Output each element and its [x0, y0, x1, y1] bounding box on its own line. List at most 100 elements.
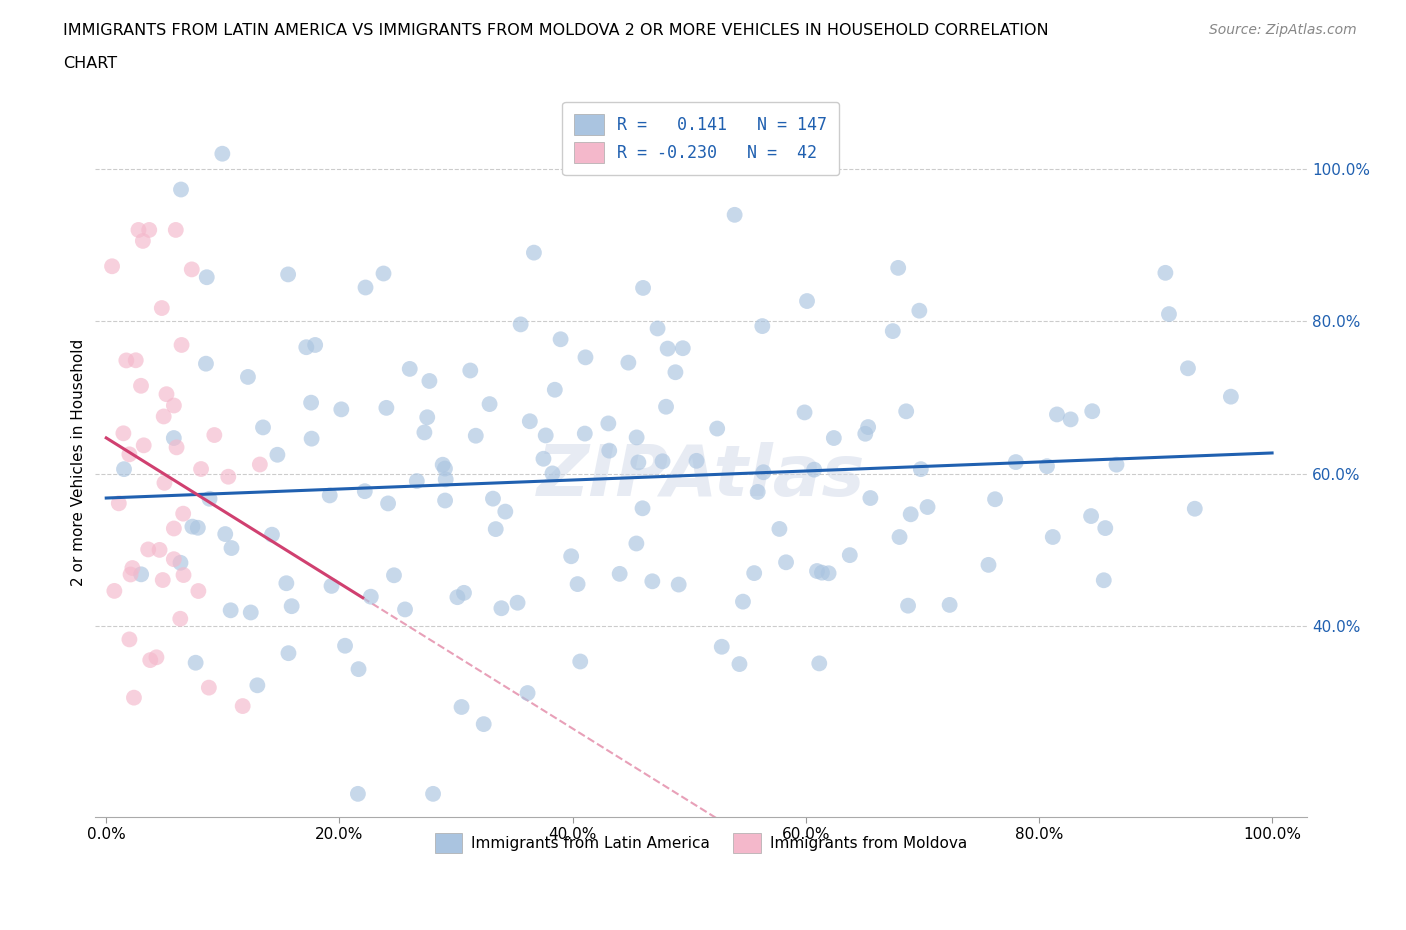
Point	[194, 356, 217, 371]
Point	[354, 280, 377, 295]
Point	[631, 501, 654, 516]
Point	[434, 493, 457, 508]
Point	[121, 561, 143, 576]
Point	[655, 399, 678, 414]
Point	[181, 519, 204, 534]
Point	[252, 420, 274, 435]
Point	[118, 632, 141, 647]
Legend: Immigrants from Latin America, Immigrants from Moldova: Immigrants from Latin America, Immigrant…	[429, 827, 973, 858]
Text: IMMIGRANTS FROM LATIN AMERICA VS IMMIGRANTS FROM MOLDOVA 2 OR MORE VEHICLES IN H: IMMIGRANTS FROM LATIN AMERICA VS IMMIGRA…	[63, 23, 1049, 38]
Point	[494, 504, 516, 519]
Point	[751, 319, 773, 334]
Point	[132, 438, 155, 453]
Point	[747, 485, 769, 499]
Point	[509, 317, 531, 332]
Point	[347, 787, 370, 802]
Point	[115, 353, 138, 368]
Point	[626, 536, 648, 551]
Point	[534, 428, 557, 443]
Point	[808, 656, 831, 671]
Point	[184, 656, 207, 671]
Point	[806, 564, 828, 578]
Point	[375, 401, 398, 416]
Point	[394, 602, 416, 617]
Point	[301, 432, 323, 446]
Point	[768, 522, 790, 537]
Point	[541, 466, 564, 481]
Point	[651, 454, 673, 469]
Point	[775, 555, 797, 570]
Point	[1184, 501, 1206, 516]
Point	[432, 458, 454, 472]
Point	[598, 416, 620, 431]
Point	[458, 363, 481, 378]
Point	[122, 690, 145, 705]
Point	[853, 426, 876, 441]
Point	[195, 270, 218, 285]
Point	[280, 599, 302, 614]
Point	[882, 324, 904, 339]
Point	[793, 405, 815, 419]
Point	[617, 355, 640, 370]
Point	[1036, 458, 1059, 473]
Point	[152, 573, 174, 588]
Point	[299, 395, 322, 410]
Point	[647, 321, 669, 336]
Point	[163, 398, 186, 413]
Point	[723, 207, 745, 222]
Point	[900, 507, 922, 522]
Point	[728, 657, 751, 671]
Point	[464, 429, 486, 444]
Point	[139, 653, 162, 668]
Point	[550, 332, 572, 347]
Point	[560, 549, 582, 564]
Point	[319, 488, 342, 503]
Point	[626, 430, 648, 445]
Point	[897, 598, 920, 613]
Point	[569, 654, 592, 669]
Point	[1094, 521, 1116, 536]
Point	[1157, 307, 1180, 322]
Point	[382, 568, 405, 583]
Point	[107, 496, 129, 511]
Point	[276, 576, 298, 591]
Point	[112, 426, 135, 441]
Point	[685, 454, 707, 469]
Point	[277, 267, 299, 282]
Point	[187, 583, 209, 598]
Point	[321, 578, 343, 593]
Point	[742, 565, 765, 580]
Point	[173, 567, 195, 582]
Point	[198, 680, 221, 695]
Point	[710, 639, 733, 654]
Point	[125, 352, 148, 367]
Point	[129, 567, 152, 582]
Point	[672, 340, 695, 355]
Point	[817, 565, 839, 580]
Point	[889, 529, 911, 544]
Point	[910, 461, 932, 476]
Point	[544, 382, 567, 397]
Point	[163, 431, 186, 445]
Point	[859, 491, 882, 506]
Point	[198, 491, 221, 506]
Point	[422, 787, 444, 802]
Point	[405, 473, 427, 488]
Point	[153, 475, 176, 490]
Point	[1177, 361, 1199, 376]
Point	[664, 365, 686, 379]
Point	[148, 542, 170, 557]
Point	[478, 397, 501, 412]
Point	[706, 421, 728, 436]
Point	[796, 294, 818, 309]
Point	[896, 404, 918, 418]
Point	[150, 300, 173, 315]
Point	[938, 597, 960, 612]
Point	[984, 492, 1007, 507]
Point	[163, 521, 186, 536]
Point	[803, 462, 825, 477]
Point	[668, 578, 690, 592]
Point	[453, 585, 475, 600]
Point	[249, 457, 271, 472]
Point	[353, 484, 375, 498]
